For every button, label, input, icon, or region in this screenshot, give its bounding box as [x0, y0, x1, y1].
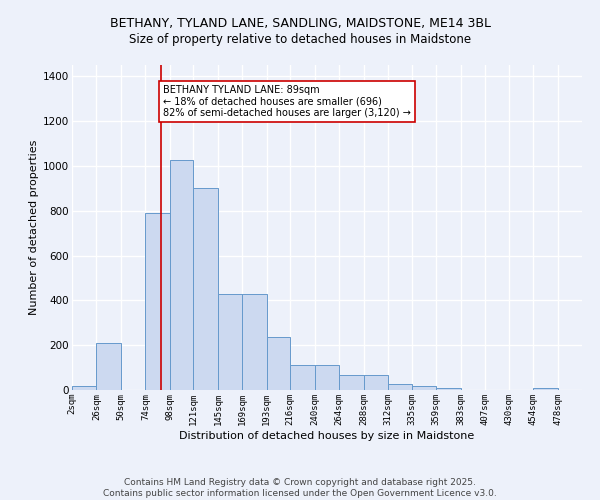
Bar: [72, 386, 97, 390]
Bar: [290, 366, 315, 390]
Bar: [533, 388, 557, 390]
X-axis label: Distribution of detached houses by size in Maidstone: Distribution of detached houses by size …: [179, 430, 475, 440]
Text: Contains HM Land Registry data © Crown copyright and database right 2025.
Contai: Contains HM Land Registry data © Crown c…: [103, 478, 497, 498]
Bar: [170, 160, 193, 390]
Bar: [242, 294, 267, 390]
Bar: [412, 386, 436, 390]
Bar: [218, 294, 242, 390]
Bar: [388, 384, 412, 390]
Bar: [364, 376, 388, 390]
Y-axis label: Number of detached properties: Number of detached properties: [29, 140, 39, 315]
Bar: [436, 388, 461, 390]
Bar: [339, 376, 364, 390]
Text: Size of property relative to detached houses in Maidstone: Size of property relative to detached ho…: [129, 32, 471, 46]
Bar: [97, 343, 121, 390]
Text: BETHANY TYLAND LANE: 89sqm
← 18% of detached houses are smaller (696)
82% of sem: BETHANY TYLAND LANE: 89sqm ← 18% of deta…: [163, 85, 410, 118]
Bar: [193, 188, 218, 390]
Text: BETHANY, TYLAND LANE, SANDLING, MAIDSTONE, ME14 3BL: BETHANY, TYLAND LANE, SANDLING, MAIDSTON…: [110, 18, 491, 30]
Bar: [145, 213, 170, 390]
Bar: [315, 366, 339, 390]
Bar: [267, 338, 290, 390]
